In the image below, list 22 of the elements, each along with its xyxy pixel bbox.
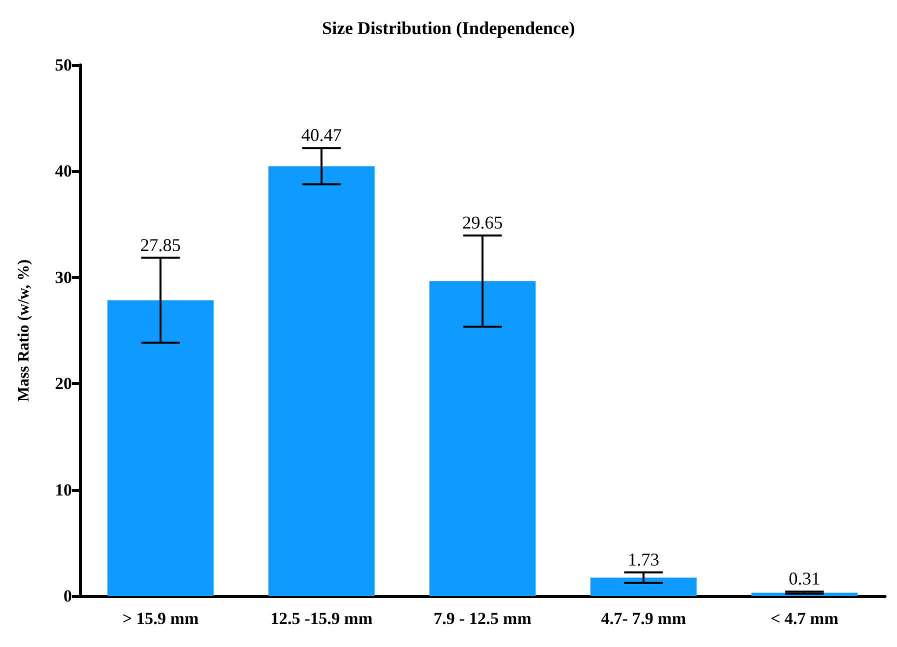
bar — [429, 281, 536, 596]
y-tick-label: 30 — [55, 268, 72, 287]
y-tick-label: 10 — [55, 480, 72, 500]
x-tick-label: > 15.9 mm — [122, 609, 199, 628]
x-tick-label: 12.5 -15.9 mm — [270, 609, 372, 628]
data-label: 40.47 — [301, 125, 342, 146]
y-tick-label: 50 — [55, 56, 72, 74]
chart-title: Size Distribution (Independence) — [322, 18, 576, 38]
bar — [590, 578, 697, 596]
data-label: 29.65 — [462, 212, 503, 232]
bar — [268, 166, 375, 596]
bar — [107, 300, 214, 596]
x-tick-label: < 4.7 mm — [770, 609, 838, 628]
data-label: 1.73 — [628, 549, 660, 570]
y-tick-label: 40 — [55, 162, 72, 181]
y-axis-title: Mass Ratio (w/w, %) — [16, 259, 32, 402]
y-tick-label: 0 — [64, 586, 72, 606]
data-label: 0.31 — [788, 568, 820, 589]
y-tick-label: 20 — [55, 374, 72, 394]
data-label: 27.85 — [140, 234, 181, 255]
x-tick-label: 7.9 - 12.5 mm — [434, 609, 532, 628]
x-tick-label: 4.7- 7.9 mm — [601, 609, 686, 628]
